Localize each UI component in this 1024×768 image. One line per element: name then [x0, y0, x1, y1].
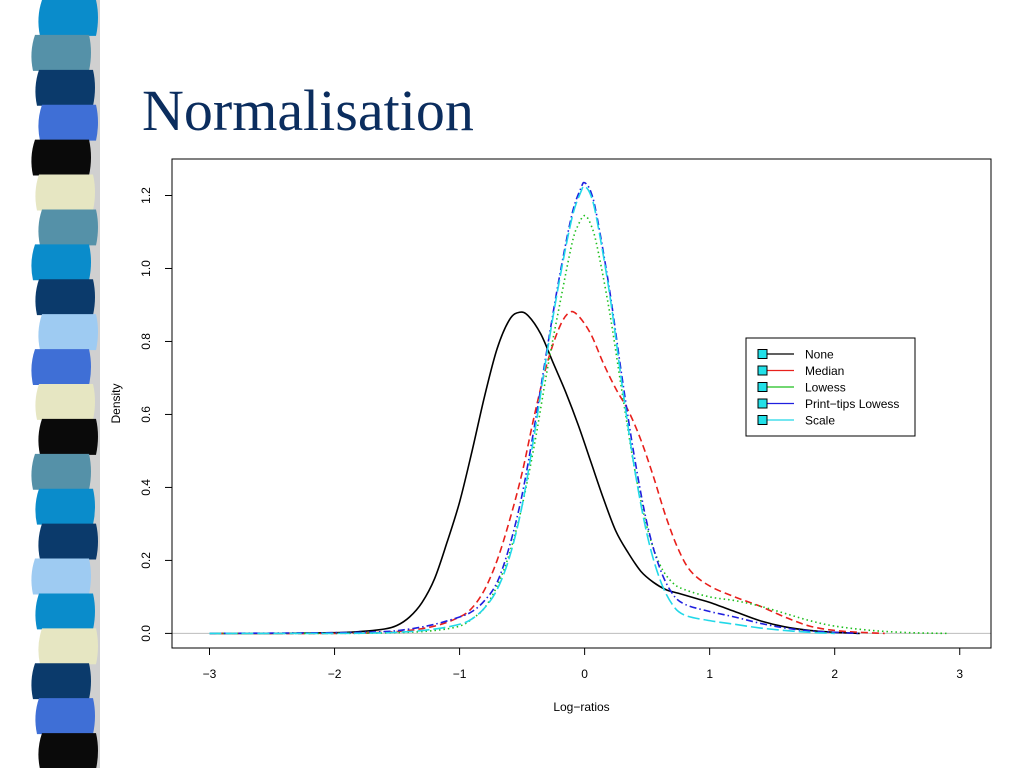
y-tick-label: 1.2 — [139, 187, 153, 204]
legend: None Median Lowess Print−tips Lowess Scale — [745, 337, 916, 437]
x-tick-label: −2 — [328, 667, 342, 681]
strip-segment — [35, 69, 95, 106]
x-axis-title: Log−ratios — [553, 700, 609, 714]
x-tick-label: 2 — [831, 667, 838, 681]
y-tick-label: 1.0 — [139, 260, 153, 277]
strip-segment — [38, 104, 98, 141]
strip-segment — [35, 593, 95, 630]
strip-segment — [38, 0, 98, 36]
strip-segment — [38, 209, 98, 246]
legend-swatch — [757, 415, 768, 425]
legend-swatch — [757, 365, 768, 376]
series-line-none — [209, 311, 860, 635]
legend-swatch — [757, 382, 768, 392]
strip-segment — [38, 314, 98, 351]
strip-segment — [38, 418, 98, 455]
strip-segment — [31, 244, 91, 281]
decorative-stripe-bar — [31, 0, 100, 768]
legend-label: Median — [805, 364, 844, 378]
legend-swatch — [757, 398, 768, 409]
series-line-scale — [209, 185, 835, 635]
legend-label: Scale — [805, 414, 835, 428]
strip-segment — [35, 384, 95, 420]
series-line-print-tips-lowess — [209, 181, 860, 635]
legend-swatch — [757, 349, 768, 359]
y-tick-label: 0.8 — [139, 333, 153, 350]
slide-title: Normalisation — [142, 78, 474, 143]
strip-segment — [31, 558, 91, 595]
strip-segment — [38, 733, 98, 768]
legend-label: Lowess — [805, 381, 846, 395]
y-axis-title: Density — [109, 383, 123, 423]
y-tick-label: 0.0 — [139, 625, 153, 642]
x-tick-label: 3 — [956, 667, 963, 681]
series-line-median — [209, 310, 885, 635]
y-axis: 0.0 0.2 0.4 0.6 0.8 1.0 1.2 — [139, 187, 173, 642]
strip-segment — [35, 279, 95, 316]
strip-segment — [31, 34, 91, 71]
x-tick-label: −1 — [453, 667, 467, 681]
legend-label: Print−tips Lowess — [805, 397, 899, 411]
strip-segment — [38, 523, 98, 560]
strip-segment — [35, 488, 95, 525]
strip-segment — [31, 139, 91, 176]
x-tick-label: 0 — [581, 667, 588, 681]
strip-segment — [31, 453, 91, 490]
strip-segment — [35, 698, 95, 735]
density-chart: −3 −2 −1 0 1 2 3 0.0 0.2 0.4 0.6 0.8 1.0 1.2 Log−rat… — [100, 148, 1000, 723]
strip-segment — [31, 349, 91, 385]
y-tick-label: 0.6 — [139, 406, 153, 423]
x-axis: −3 −2 −1 0 1 2 3 — [203, 647, 963, 681]
strip-segment — [35, 174, 95, 211]
y-tick-label: 0.2 — [139, 552, 153, 569]
y-tick-label: 0.4 — [139, 479, 153, 496]
legend-label: None — [805, 348, 834, 362]
series-line-lowess — [209, 214, 948, 635]
strip-segment — [38, 628, 98, 665]
series-layer — [209, 181, 948, 635]
x-tick-label: −3 — [203, 667, 217, 681]
x-tick-label: 1 — [706, 667, 713, 681]
strip-segment — [31, 663, 91, 700]
